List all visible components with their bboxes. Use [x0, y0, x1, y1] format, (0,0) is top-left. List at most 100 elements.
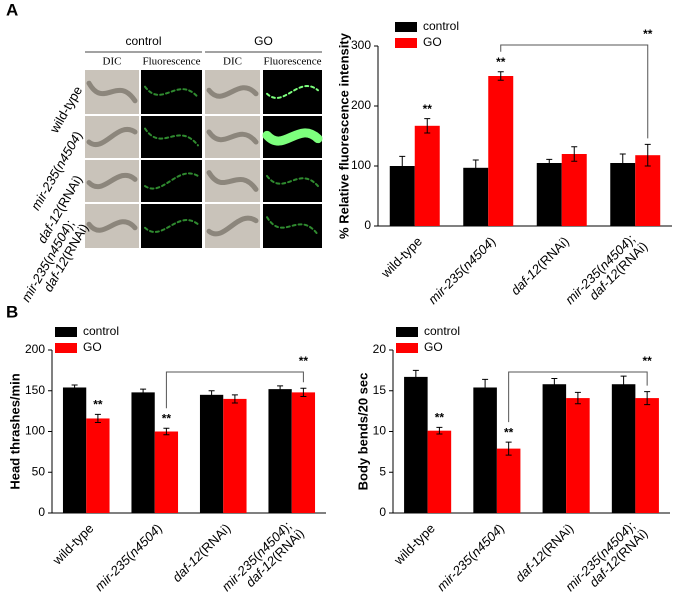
- bar: [635, 155, 661, 226]
- group-header: GO: [254, 34, 273, 48]
- legend-label: control: [83, 324, 119, 338]
- legend-swatch: [396, 327, 418, 337]
- error-bar: [482, 378, 489, 397]
- channel-header: Fluorescence: [142, 56, 200, 68]
- error-bar: [424, 118, 431, 134]
- worm: [144, 85, 199, 99]
- bar: [610, 163, 636, 226]
- bar: [496, 448, 521, 513]
- significance: **: [93, 398, 103, 412]
- x-tick-label: wild-type: [391, 521, 439, 569]
- error-bar: [472, 159, 479, 177]
- bar: [199, 394, 224, 513]
- error-bar: [436, 426, 443, 435]
- x-tick-label: mir-235(n4504): [434, 521, 507, 594]
- y-tick-label: 100: [351, 158, 371, 172]
- bar: [473, 387, 497, 513]
- legend-label: GO: [424, 340, 443, 354]
- legend-swatch: [55, 343, 77, 353]
- worm: [266, 174, 319, 188]
- x-tick-label: daf-12(RNAi): [508, 234, 572, 298]
- significance: **: [435, 411, 445, 425]
- error-bar: [505, 441, 512, 456]
- x-tick-label: mir-235(n4504): [425, 234, 498, 307]
- significance: **: [496, 55, 506, 69]
- error-bar: [300, 387, 307, 397]
- worm: [206, 85, 259, 99]
- error-bar: [412, 369, 419, 384]
- channel-header: Fluorescence: [263, 56, 321, 68]
- micrograph: [141, 204, 202, 248]
- worm: [206, 215, 259, 237]
- error-bar: [71, 384, 78, 391]
- x-tick-label: mir-235(n4504); daf-12(RNAi): [562, 229, 650, 317]
- significance: **: [504, 425, 514, 439]
- panel-label: B: [6, 302, 18, 321]
- x-tick-label: wild-type: [49, 521, 97, 569]
- worm: [266, 85, 319, 99]
- bar: [291, 392, 316, 513]
- bar: [223, 398, 247, 513]
- bar: [488, 76, 514, 226]
- bar: [154, 431, 179, 513]
- bar: [536, 163, 562, 226]
- y-tick-label: 0: [38, 505, 45, 519]
- y-tick-label: 15: [373, 383, 387, 397]
- error-bar: [208, 390, 215, 400]
- error-bar: [140, 388, 147, 397]
- error-bar: [399, 155, 406, 177]
- x-tick-label: wild-type: [378, 234, 426, 282]
- worm: [206, 129, 259, 145]
- channel-header: DIC: [223, 56, 242, 68]
- legend-swatch: [395, 38, 417, 48]
- y-tick-label: 0: [379, 505, 386, 519]
- x-tick-label: daf-12(RNAi): [170, 521, 234, 585]
- y-tick-label: 100: [25, 424, 45, 438]
- comparison-label: **: [643, 27, 653, 41]
- error-bar: [546, 158, 553, 168]
- y-tick-label: 50: [32, 464, 46, 478]
- worm: [262, 128, 323, 146]
- legend-label: control: [424, 324, 460, 338]
- bar: [414, 125, 440, 226]
- bar: [611, 384, 636, 513]
- error-bar: [231, 394, 238, 404]
- y-axis-label: Head thrashes/min: [7, 373, 22, 489]
- y-axis-label: % Relative fluorescence intensity: [336, 32, 351, 239]
- worm: [86, 219, 138, 233]
- x-tick-label: mir-235(n4504); daf-12(RNAi): [563, 516, 651, 604]
- error-bar: [94, 413, 101, 424]
- legend-label: GO: [83, 340, 102, 354]
- error-bar: [620, 375, 627, 393]
- significance: **: [162, 411, 172, 425]
- channel-header: DIC: [103, 56, 122, 68]
- comparison-bracket: [508, 371, 648, 423]
- error-bar: [163, 427, 170, 436]
- x-tick-label: mir-235(n4504); daf-12(RNAi): [219, 516, 307, 604]
- error-bar: [574, 391, 581, 405]
- y-tick-label: 5: [379, 464, 386, 478]
- y-tick-label: 10: [373, 424, 387, 438]
- bar: [62, 387, 87, 513]
- bar: [566, 398, 590, 513]
- worm: [144, 172, 199, 190]
- comparison-label: **: [299, 354, 309, 368]
- row-label: wild-type: [46, 84, 85, 137]
- bar: [268, 389, 292, 513]
- worm: [144, 127, 199, 147]
- y-tick-label: 20: [373, 342, 387, 356]
- bar: [427, 430, 452, 513]
- legend-label: control: [423, 19, 459, 33]
- bar: [404, 376, 428, 513]
- comparison-label: **: [642, 354, 652, 368]
- bar: [463, 167, 489, 226]
- error-bar: [551, 378, 558, 391]
- y-tick-label: 150: [25, 383, 45, 397]
- y-axis-label: Body bends/20 sec: [355, 373, 370, 491]
- error-bar: [497, 71, 504, 81]
- panel-label: A: [6, 0, 18, 19]
- x-tick-label: mir-235(n4504): [92, 521, 165, 594]
- worm: [144, 219, 199, 233]
- bar: [86, 418, 110, 513]
